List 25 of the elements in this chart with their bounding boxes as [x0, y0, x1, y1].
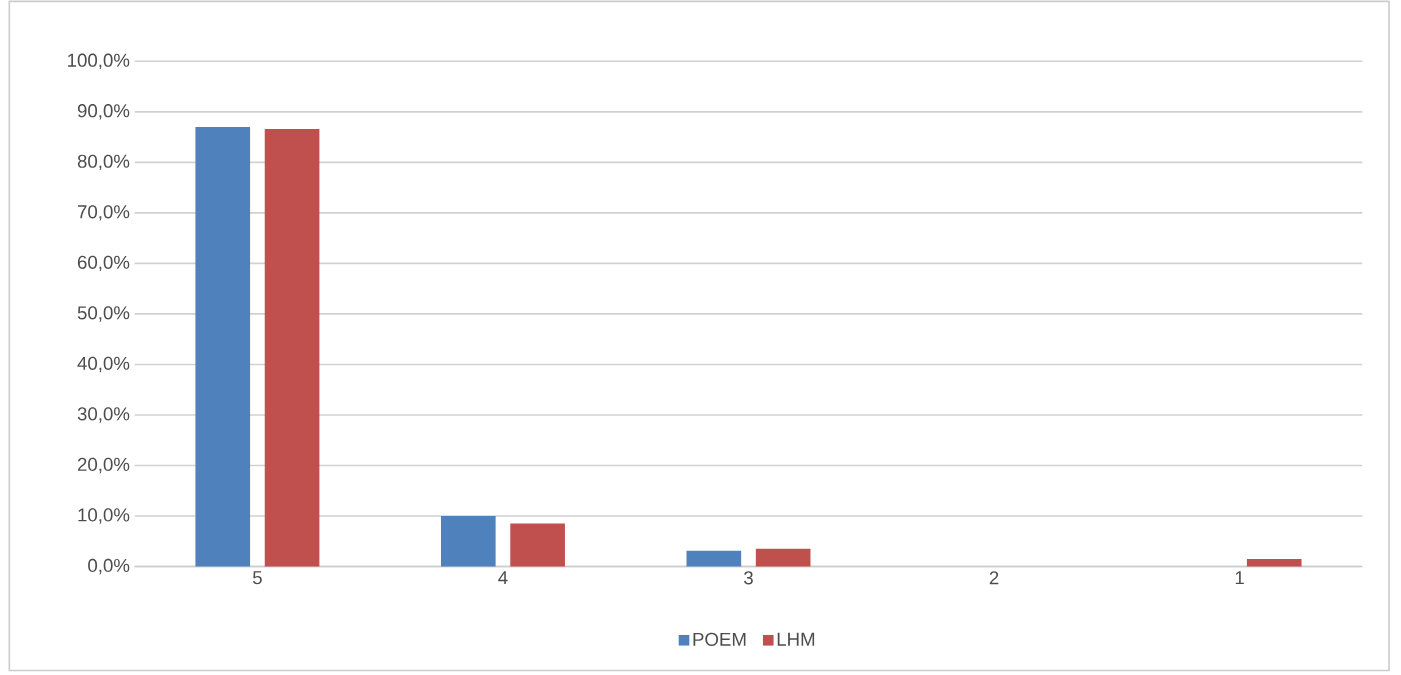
y-tick-label: 0,0% — [88, 559, 130, 575]
x-tick-label: 1 — [1235, 571, 1244, 585]
y-tick-label: 100,0% — [68, 53, 130, 70]
bar — [686, 551, 742, 567]
legend-label: POEM — [693, 632, 746, 647]
legend-label: LHM — [777, 633, 815, 646]
y-tick-label: 40,0% — [77, 356, 130, 373]
x-tick-label: 5 — [252, 571, 262, 585]
bar — [264, 129, 320, 567]
bar — [1246, 559, 1302, 567]
y-tick-label: 90,0% — [77, 104, 130, 120]
y-tick-label: 30,0% — [77, 407, 130, 423]
y-tick-label: 50,0% — [77, 306, 130, 322]
y-tick-label: 70,0% — [77, 205, 130, 221]
bar — [440, 516, 496, 567]
y-tick-label: 10,0% — [78, 508, 130, 524]
x-tick-label: 4 — [498, 571, 508, 585]
bar — [510, 523, 565, 567]
x-tick-label: 3 — [744, 571, 753, 585]
x-tick-label: 2 — [989, 571, 999, 585]
bar — [755, 549, 811, 567]
y-tick-label: 80,0% — [77, 154, 130, 171]
bar — [195, 127, 251, 567]
y-tick-label: 20,0% — [77, 458, 130, 474]
y-tick-label: 60,0% — [77, 255, 130, 272]
